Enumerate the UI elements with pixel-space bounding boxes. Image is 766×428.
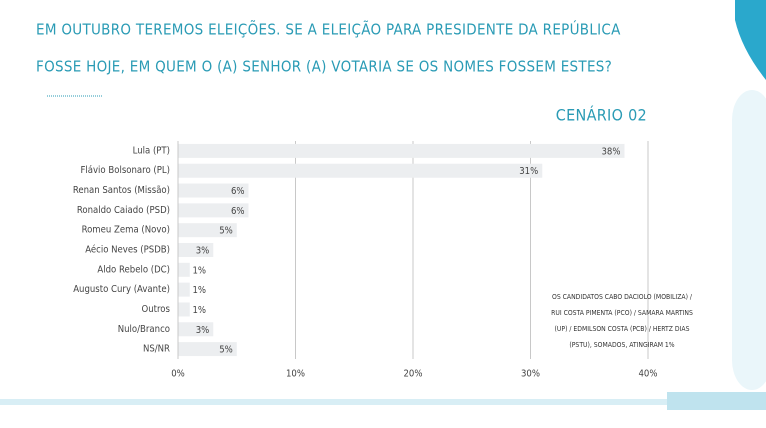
data-label: 1% bbox=[192, 265, 206, 276]
decor bbox=[667, 392, 766, 410]
bar bbox=[178, 262, 190, 277]
data-label: 1% bbox=[192, 305, 206, 316]
bar bbox=[178, 223, 237, 238]
data-label: 31% bbox=[519, 166, 538, 177]
annotation: RUI COSTA PIMENTA (PCO) / SAMARA MARTINS bbox=[551, 309, 693, 317]
x-tick-label: 0% bbox=[171, 369, 185, 380]
bar bbox=[178, 302, 190, 317]
chart-title: FOSSE HOJE, EM QUEM O (A) SENHOR (A) VOT… bbox=[36, 58, 612, 76]
data-label: 3% bbox=[196, 325, 210, 336]
data-label: 1% bbox=[192, 285, 206, 296]
bar bbox=[178, 163, 543, 178]
bar bbox=[178, 203, 249, 218]
y-tick-label: NS/NR bbox=[143, 344, 170, 355]
decor bbox=[0, 399, 766, 405]
bar bbox=[178, 282, 190, 297]
y-tick-label: Flávio Bolsonaro (PL) bbox=[80, 165, 170, 176]
data-label: 3% bbox=[196, 246, 210, 257]
bar bbox=[178, 143, 625, 158]
decor bbox=[732, 90, 766, 390]
data-label: 5% bbox=[219, 345, 233, 356]
chart-title: EM OUTUBRO TEREMOS ELEIÇÕES. SE A ELEIÇÃ… bbox=[36, 20, 621, 39]
y-tick-label: Outros bbox=[142, 304, 171, 315]
annotation: OS CANDIDATOS CABO DACIOLO (MOBILIZA) / bbox=[552, 293, 693, 301]
data-label: 38% bbox=[602, 146, 621, 157]
data-label: 5% bbox=[219, 226, 233, 237]
bar bbox=[178, 183, 249, 198]
y-tick-label: Renan Santos (Missão) bbox=[73, 185, 170, 196]
bar bbox=[178, 243, 214, 257]
data-label: 6% bbox=[231, 186, 245, 197]
decor bbox=[735, 0, 766, 80]
data-label: 6% bbox=[231, 206, 245, 217]
x-tick-label: 40% bbox=[639, 369, 658, 380]
y-tick-label: Aécio Neves (PSDB) bbox=[85, 245, 170, 256]
x-tick-label: 10% bbox=[286, 369, 305, 380]
annotation: (UP) / EDMILSON COSTA (PCB) / HERTZ DIAS bbox=[555, 325, 690, 333]
bar bbox=[178, 322, 214, 337]
bar bbox=[178, 342, 237, 357]
annotation: (PSTU), SOMADOS, ATINGIRAM 1% bbox=[569, 341, 674, 349]
y-tick-label: Nulo/Branco bbox=[118, 324, 170, 335]
y-tick-label: Lula (PT) bbox=[133, 145, 170, 156]
y-tick-label: Augusto Cury (Avante) bbox=[73, 284, 170, 295]
y-tick-label: Aldo Rebelo (DC) bbox=[97, 264, 170, 275]
y-tick-label: Romeu Zema (Novo) bbox=[82, 225, 170, 236]
chart-subtitle: CENÁRIO 02 bbox=[556, 106, 647, 125]
x-tick-label: 30% bbox=[521, 369, 540, 380]
x-tick-label: 20% bbox=[404, 369, 423, 380]
y-tick-label: Ronaldo Caiado (PSD) bbox=[77, 205, 170, 216]
